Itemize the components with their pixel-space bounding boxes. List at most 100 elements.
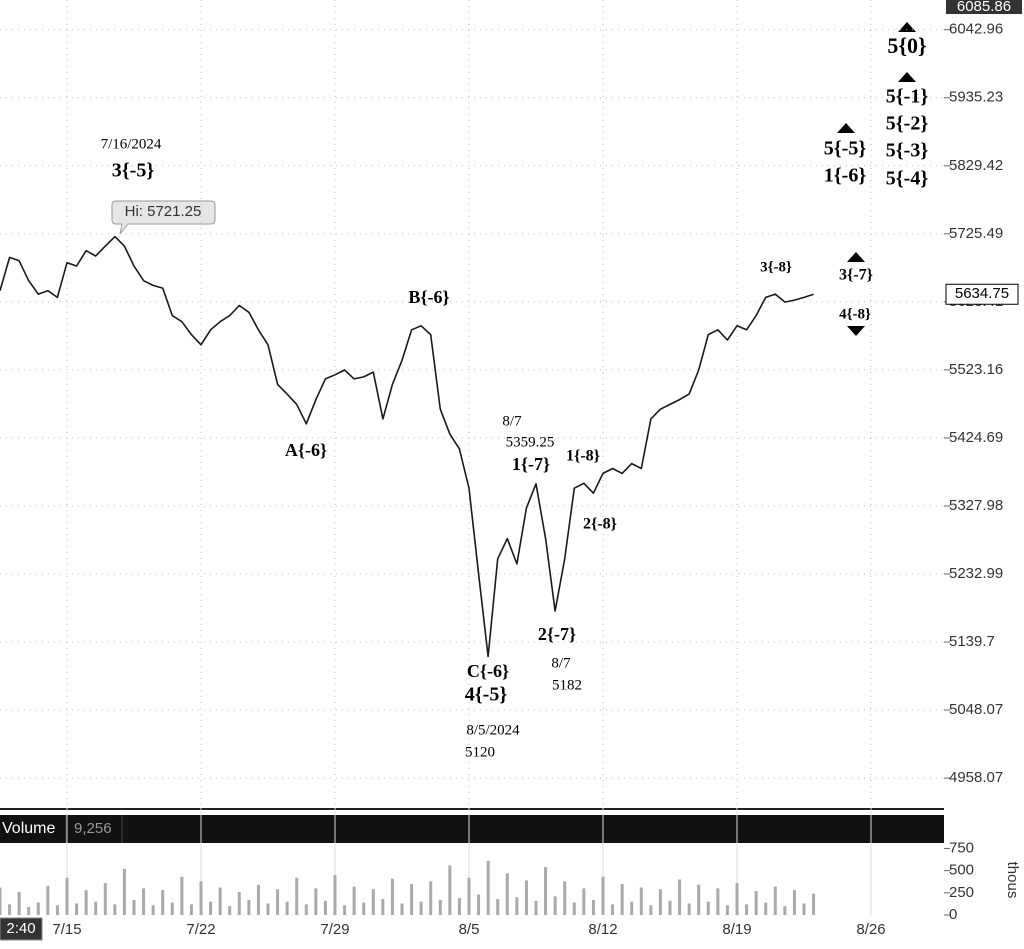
annotation: 5120 xyxy=(465,744,495,760)
price-plot xyxy=(0,0,944,808)
annotation: 8/5/2024 xyxy=(466,722,520,738)
volume-bar xyxy=(256,884,260,915)
volume-bar xyxy=(276,889,280,915)
callout-text: Hi: 5721.25 xyxy=(125,203,202,220)
callout-box xyxy=(111,200,216,235)
volume-bar xyxy=(381,899,385,915)
x-tick-label: 8/5 xyxy=(459,921,480,938)
last-price-box xyxy=(945,283,1019,305)
volume-bar xyxy=(266,903,270,915)
volume-bar xyxy=(36,902,40,915)
annotation: 5{-2} xyxy=(886,113,929,135)
annotation: 2{-7} xyxy=(538,624,576,644)
volume-bar xyxy=(802,903,806,915)
x-tick-label: 8/26 xyxy=(856,921,885,938)
volume-bar xyxy=(400,903,404,915)
volume-bar xyxy=(285,901,289,915)
annotation: 4{-8} xyxy=(839,306,871,322)
annotation: 8/7 xyxy=(551,655,571,671)
volume-bar xyxy=(75,903,79,915)
volume-bar xyxy=(745,904,749,915)
y-tick-label: 5048.07 xyxy=(949,701,1003,718)
volume-bar xyxy=(151,905,155,915)
volume-bar xyxy=(649,905,653,915)
volume-bar xyxy=(362,902,366,915)
volume-bar xyxy=(658,889,662,915)
arrow-up xyxy=(898,72,916,82)
arrow-up xyxy=(837,123,855,133)
vol-tick-label: 750 xyxy=(949,839,974,856)
volume-bar xyxy=(228,906,232,915)
y-tick-label: 4958.07 xyxy=(949,769,1003,786)
annotation: 5{0} xyxy=(887,33,926,58)
volume-bar xyxy=(84,890,88,915)
volume-bar xyxy=(94,901,98,915)
vol-tick-label: 500 xyxy=(949,862,974,879)
annotation: 1{-7} xyxy=(512,454,550,474)
volume-bar xyxy=(237,891,241,915)
vol-tick-label: 0 xyxy=(949,906,957,923)
volume-unit: thous xyxy=(1004,862,1021,899)
volume-bar xyxy=(792,890,796,915)
volume-bar xyxy=(457,898,461,915)
volume-bar xyxy=(716,888,720,915)
volume-bar xyxy=(17,891,21,915)
x-tick-label: 7/29 xyxy=(320,921,349,938)
top-value: 6085.86 xyxy=(957,0,1011,15)
annotation: 1{-8} xyxy=(566,448,600,465)
volume-bar xyxy=(496,899,500,915)
volume-bar xyxy=(467,877,471,915)
volume-bar xyxy=(46,885,50,915)
volume-bar xyxy=(448,865,452,915)
volume-bar xyxy=(438,899,442,915)
volume-bar xyxy=(706,901,710,915)
volume-bar xyxy=(304,904,308,915)
volume-bar xyxy=(725,905,729,915)
last-price: 5634.75 xyxy=(955,285,1009,302)
annotation: 7/16/2024 xyxy=(101,136,162,152)
volume-bar xyxy=(515,897,519,915)
volume-bar xyxy=(687,903,691,915)
annotation: C{-6} xyxy=(467,661,509,681)
volume-bar xyxy=(764,902,768,915)
volume-bar xyxy=(352,886,356,915)
price-line xyxy=(0,235,814,658)
y-tick-label: 5829.42 xyxy=(949,157,1003,174)
volume-bar xyxy=(553,896,557,915)
volume-bar xyxy=(812,893,816,915)
volume-bar xyxy=(0,887,2,915)
y-tick-label: 5725.49 xyxy=(949,225,1003,242)
volume-bar xyxy=(65,877,69,915)
volume-bar xyxy=(783,906,787,915)
volume-bar xyxy=(477,894,481,915)
x-tick-label: 7/15 xyxy=(52,921,81,938)
annotation: 3{-7} xyxy=(839,267,873,284)
volume-bar xyxy=(591,899,595,915)
arrow-down xyxy=(847,326,865,336)
y-tick-label: 5327.98 xyxy=(949,497,1003,514)
annotation: 5{-3} xyxy=(886,140,929,162)
volume-bar xyxy=(773,886,777,915)
volume-bar xyxy=(132,899,136,915)
volume-readout: 9,256 xyxy=(74,820,112,837)
volume-bar xyxy=(333,875,337,915)
volume-bar xyxy=(295,877,299,915)
annotation: 5{-5} xyxy=(824,138,867,160)
volume-bar xyxy=(122,868,126,915)
volume-bar xyxy=(180,876,184,915)
volume-bar xyxy=(390,878,394,915)
annotation: A{-6} xyxy=(285,440,327,460)
annotation: 5{-4} xyxy=(886,168,929,190)
volume-bar xyxy=(27,907,31,915)
volume-bar xyxy=(620,883,624,915)
volume-bar xyxy=(314,888,318,915)
volume-bar xyxy=(419,901,423,915)
volume-bar xyxy=(209,901,213,915)
y-tick-label: 5139.7 xyxy=(949,633,995,650)
volume-bar xyxy=(247,899,251,915)
volume-header xyxy=(0,815,944,843)
vol-tick-label: 250 xyxy=(949,884,974,901)
volume-bar xyxy=(55,905,59,915)
x-tick-label: 7/22 xyxy=(186,921,215,938)
